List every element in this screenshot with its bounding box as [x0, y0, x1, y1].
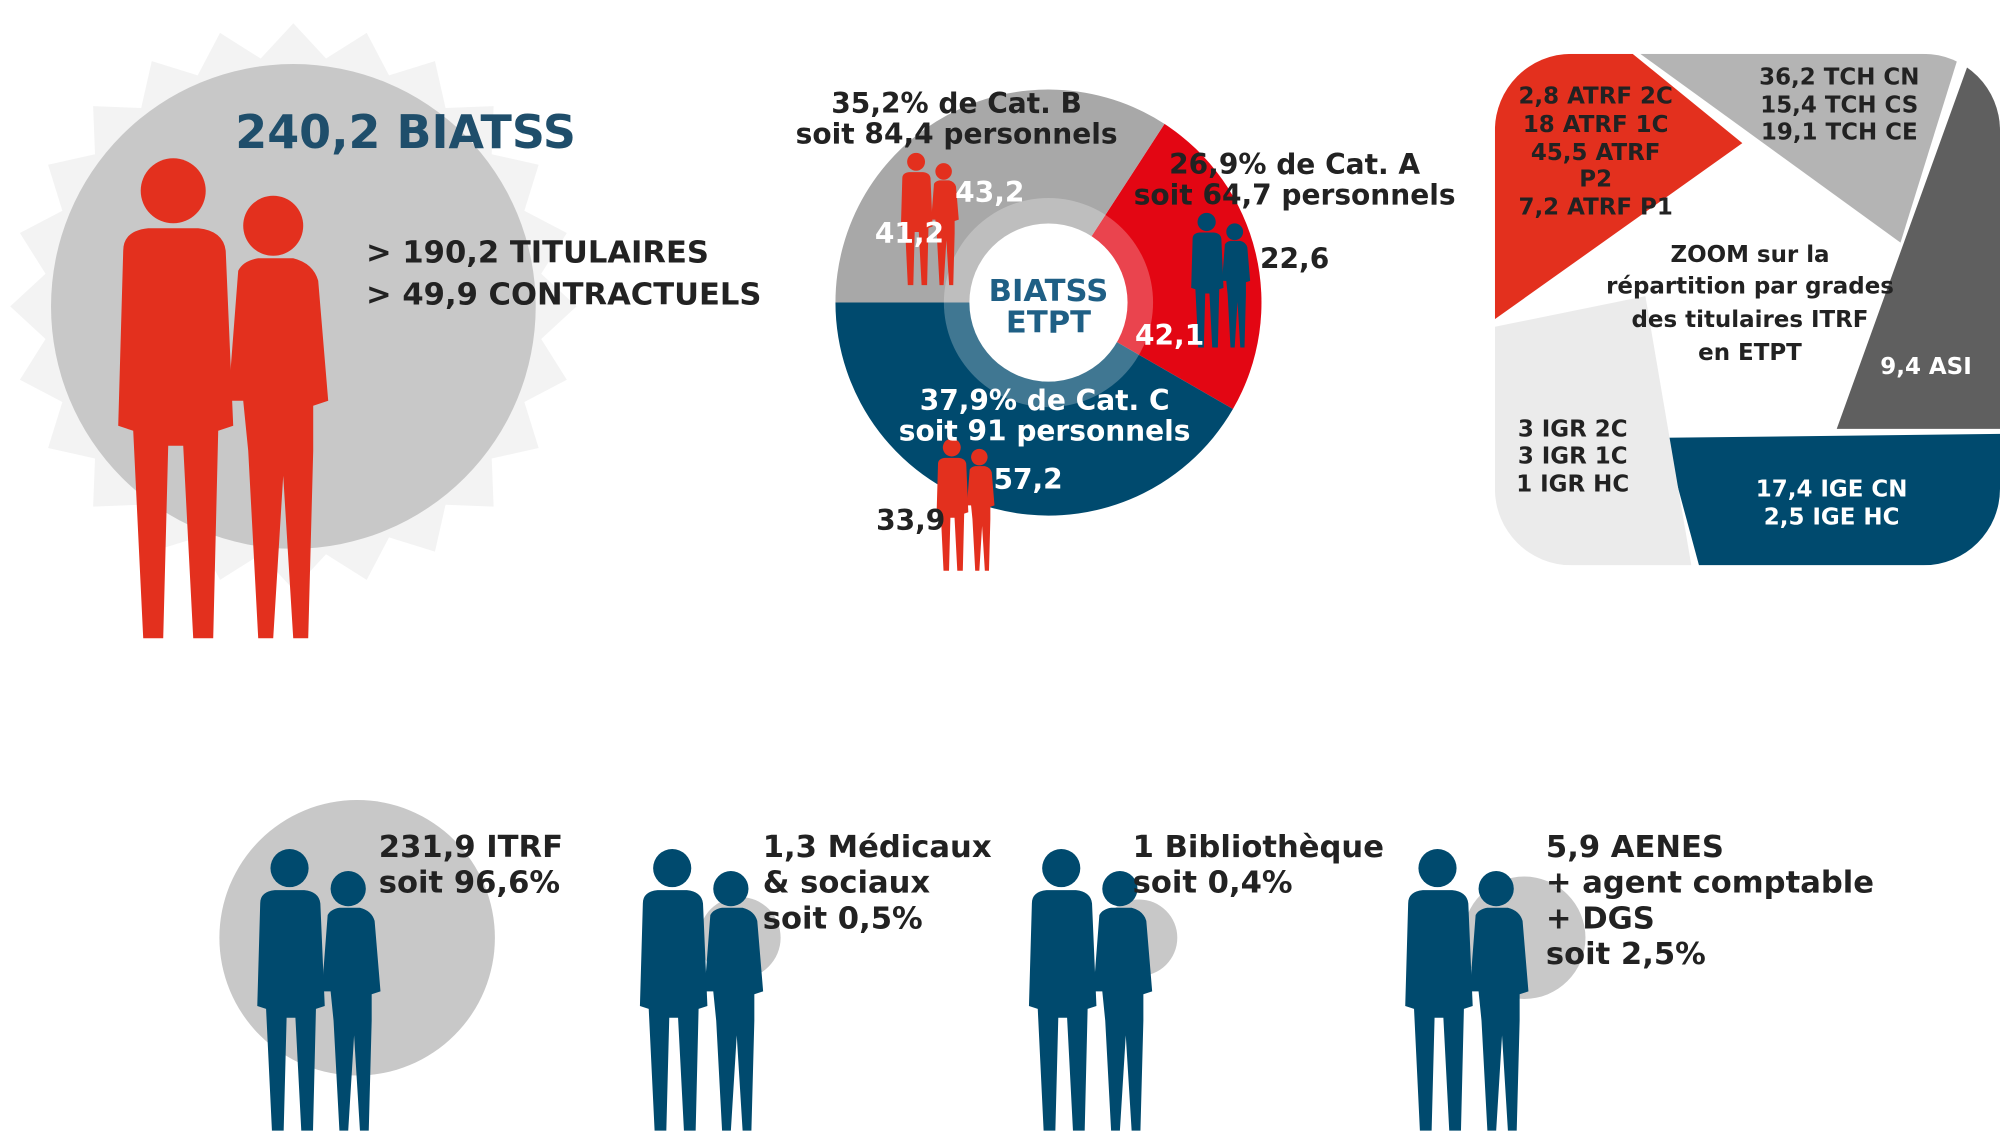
group-label: soit 2,5%	[1546, 937, 1706, 972]
zoom-label: 19,1 TCH CE	[1761, 119, 1918, 145]
cat-number: 33,9	[876, 504, 945, 537]
group-label: 5,9 AENES	[1546, 830, 1724, 865]
cat-label: soit 91 personnels	[899, 415, 1191, 448]
group-label: + DGS	[1546, 901, 1655, 936]
cat-label: 35,2% de Cat. B	[831, 87, 1082, 120]
zoom-title: répartition par grades	[1606, 274, 1894, 300]
cat-number: 43,2	[955, 176, 1024, 209]
zoom-label: 7,2 ATRF P1	[1518, 195, 1672, 221]
zoom-label: 45,5 ATRF	[1531, 140, 1661, 166]
cat-number: 22,6	[1260, 242, 1329, 275]
donut-center: BIATSS	[989, 274, 1109, 309]
zoom-igr	[1494, 296, 1692, 566]
people-icon	[639, 849, 764, 1131]
zoom-tch	[1640, 53, 1960, 243]
group-label: soit 96,6%	[379, 866, 560, 901]
zoom-label: 17,4 IGE CN	[1756, 477, 1908, 503]
donut-sector	[1048, 123, 1262, 410]
cat-number: 41,2	[875, 217, 944, 250]
zoom-label: 2,8 ATRF 2C	[1518, 84, 1672, 110]
zoom-title: ZOOM sur la	[1670, 242, 1829, 268]
cat-label: 37,9% de Cat. C	[920, 384, 1170, 417]
donut	[835, 89, 1262, 516]
donut-center: ETPT	[1006, 306, 1091, 341]
group-label: soit 0,4%	[1133, 866, 1293, 901]
group-label: 231,9 ITRF	[379, 830, 563, 865]
zoom-title: des titulaires ITRF	[1632, 307, 1869, 333]
zoom-panel	[1494, 53, 2000, 566]
summary-line: > 49,9 CONTRACTUELS	[366, 278, 761, 313]
donut-hole	[969, 223, 1128, 382]
total-title: 240,2 BIATSS	[235, 105, 576, 159]
group-label: & sociaux	[763, 866, 931, 901]
group-label: 1 Bibliothèque	[1133, 830, 1384, 865]
zoom-label: 3 IGR 1C	[1518, 443, 1628, 469]
zoom-label: 2,5 IGE HC	[1764, 505, 1900, 531]
zoom-label: 18 ATRF 1C	[1523, 112, 1669, 138]
donut-sector	[835, 302, 1233, 516]
zoom-label: 3 IGR 2C	[1518, 417, 1628, 443]
group-label: soit 0,5%	[763, 901, 923, 936]
group-label: 1,3 Médicaux	[763, 830, 992, 865]
zoom-atrf	[1494, 53, 1743, 320]
cat-label: soit 84,4 personnels	[796, 117, 1118, 150]
zoom-label: 1 IGR HC	[1516, 471, 1629, 497]
zoom-ige	[1664, 433, 2000, 566]
group-label: + agent comptable	[1546, 866, 1874, 901]
zoom-label: P2	[1579, 167, 1612, 193]
zoom-label: 9,4 ASI	[1880, 354, 1971, 380]
people-icon	[1405, 849, 1529, 1131]
zoom-title: en ETPT	[1698, 340, 1802, 366]
zoom-label: 36,2 TCH CN	[1759, 65, 1919, 91]
cat-label: 26,9% de Cat. A	[1169, 148, 1420, 181]
cat-label: soit 64,7 personnels	[1134, 179, 1456, 212]
cat-number: 42,1	[1135, 319, 1204, 352]
summary-line: > 190,2 TITULAIRES	[366, 236, 709, 271]
zoom-label: 15,4 TCH CS	[1760, 93, 1918, 119]
cat-number: 57,2	[993, 463, 1062, 496]
zoom-asi	[1836, 53, 2000, 429]
